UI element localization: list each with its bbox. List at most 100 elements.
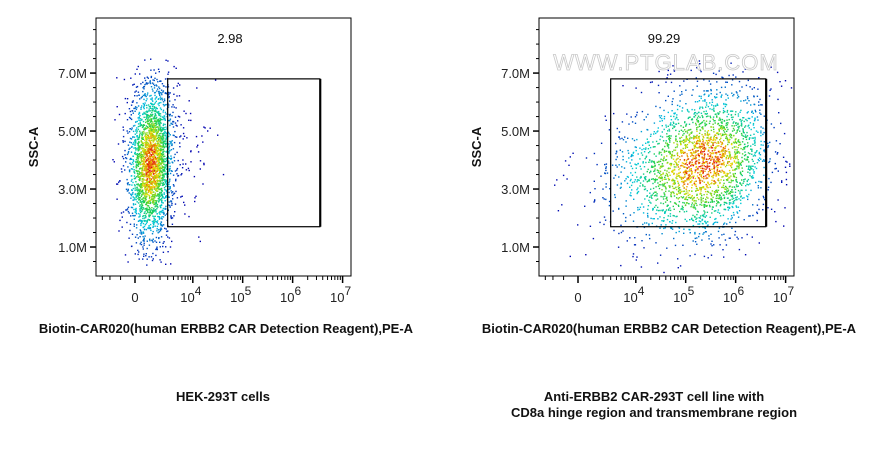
- data-point: [748, 138, 750, 140]
- data-point: [185, 163, 187, 165]
- data-point: [162, 124, 164, 127]
- data-point: [700, 187, 702, 189]
- data-point: [693, 141, 696, 143]
- data-point: [673, 149, 675, 151]
- data-point: [158, 71, 160, 73]
- data-point: [759, 147, 762, 150]
- data-point: [154, 129, 156, 131]
- data-point: [138, 141, 140, 144]
- data-point: [141, 147, 143, 149]
- data-point: [713, 105, 715, 107]
- data-point: [729, 177, 731, 179]
- data-point: [689, 161, 691, 163]
- data-point: [165, 146, 167, 148]
- data-point: [149, 107, 152, 109]
- data-point: [144, 157, 147, 159]
- data-point: [153, 170, 155, 172]
- data-point: [723, 179, 725, 181]
- data-point: [701, 157, 704, 159]
- data-point: [688, 111, 690, 113]
- data-point: [152, 177, 154, 179]
- data-point: [696, 128, 698, 131]
- data-point: [163, 150, 165, 152]
- data-point: [160, 92, 163, 94]
- data-point: [739, 130, 741, 132]
- data-point: [155, 211, 157, 213]
- data-point: [722, 107, 725, 110]
- data-point: [726, 162, 729, 164]
- data-point: [151, 159, 154, 162]
- data-point: [721, 125, 724, 127]
- data-point: [694, 241, 697, 243]
- data-point: [203, 126, 205, 128]
- data-point: [701, 156, 703, 158]
- data-point: [757, 88, 759, 90]
- data-point: [160, 167, 162, 170]
- data-point: [142, 235, 144, 238]
- data-point: [675, 162, 678, 164]
- data-point: [605, 198, 607, 201]
- data-point: [138, 116, 140, 118]
- data-point: [142, 102, 144, 105]
- data-point: [647, 214, 649, 217]
- data-point: [138, 196, 140, 199]
- data-point: [170, 123, 172, 125]
- plot-frame: [95, 17, 352, 277]
- data-point: [713, 160, 715, 162]
- data-point: [152, 90, 154, 92]
- data-point: [675, 163, 678, 165]
- data-point: [138, 113, 140, 115]
- data-point: [132, 136, 134, 138]
- data-point: [145, 208, 147, 210]
- data-point: [222, 173, 225, 176]
- data-point: [149, 126, 152, 128]
- data-point: [655, 140, 658, 143]
- data-point: [706, 137, 708, 139]
- data-point: [728, 206, 730, 208]
- data-point: [149, 110, 151, 112]
- data-point: [132, 214, 134, 217]
- data-point: [710, 129, 713, 132]
- data-point: [688, 190, 690, 192]
- data-point: [152, 113, 154, 116]
- data-point: [688, 116, 690, 119]
- data-point: [154, 120, 156, 123]
- data-point: [665, 81, 667, 83]
- data-point: [741, 119, 743, 121]
- data-point: [148, 114, 150, 117]
- data-point: [650, 170, 652, 173]
- data-point: [159, 98, 162, 101]
- data-point: [151, 128, 153, 131]
- data-point: [741, 167, 743, 169]
- data-point: [662, 220, 665, 222]
- data-point: [150, 69, 152, 71]
- data-point: [646, 170, 648, 173]
- data-point: [160, 129, 162, 132]
- data-point: [693, 181, 696, 183]
- data-point: [127, 206, 130, 208]
- data-point: [686, 146, 689, 148]
- data-point: [660, 158, 662, 160]
- data-point: [678, 192, 680, 194]
- data-point: [736, 149, 738, 151]
- data-point: [731, 147, 734, 149]
- data-point: [141, 131, 143, 133]
- data-point: [612, 210, 614, 212]
- data-point: [741, 237, 743, 239]
- data-point: [698, 123, 700, 126]
- data-point: [147, 142, 150, 144]
- data-point: [642, 206, 645, 208]
- data-point: [703, 165, 705, 167]
- data-point: [154, 128, 156, 130]
- data-point: [176, 151, 178, 154]
- x-tick-label: 0: [131, 290, 138, 305]
- data-point: [143, 168, 146, 170]
- data-point: [697, 147, 699, 149]
- data-point: [683, 132, 685, 135]
- data-point: [165, 86, 167, 88]
- data-point: [161, 159, 163, 162]
- data-point: [648, 224, 650, 226]
- data-point: [676, 144, 679, 146]
- data-point: [717, 166, 719, 169]
- data-point: [667, 161, 669, 164]
